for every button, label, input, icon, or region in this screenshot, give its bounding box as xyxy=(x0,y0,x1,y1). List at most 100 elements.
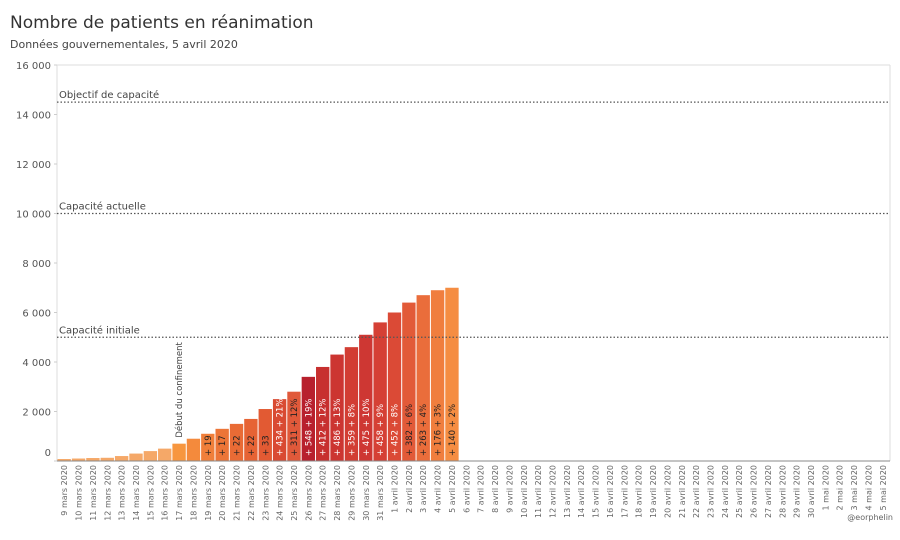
x-tick-label: 15 avril 2020 xyxy=(592,465,601,518)
bar xyxy=(229,423,244,461)
x-tick-label: 6 avril 2020 xyxy=(462,465,471,513)
x-tick-label: 13 mars 2020 xyxy=(118,465,127,521)
bar-label: + 359 + 8% xyxy=(347,404,357,456)
bar-label: + 382 + 6% xyxy=(405,404,415,456)
y-tick-label: 12 000 xyxy=(16,160,51,171)
x-tick-label: 26 avril 2020 xyxy=(750,465,759,518)
x-tick-label: 17 avril 2020 xyxy=(620,465,629,518)
x-tick-label: 10 avril 2020 xyxy=(520,465,529,518)
reference-label: Objectif de capacité xyxy=(59,89,159,101)
bar xyxy=(430,290,445,461)
x-tick-label: 2 avril 2020 xyxy=(405,465,414,513)
y-tick-label: 14 000 xyxy=(16,111,51,122)
bar xyxy=(143,451,158,461)
x-tick-label: 25 mars 2020 xyxy=(290,465,299,521)
bar-label: + 452 + 8% xyxy=(391,404,401,456)
bar-label: + 33 xyxy=(261,435,271,456)
bar xyxy=(129,453,143,461)
y-tick-label: 10 000 xyxy=(16,210,51,221)
x-tick-label: 22 mars 2020 xyxy=(247,465,256,521)
y-tick-label: 0 xyxy=(45,448,51,459)
bar-label: + 176 + 3% xyxy=(434,404,444,456)
bar xyxy=(316,366,330,461)
x-tick-label: 5 avril 2020 xyxy=(448,465,457,513)
reference-label: Capacité initiale xyxy=(59,324,140,336)
x-tick-label: 24 avril 2020 xyxy=(721,465,730,518)
x-tick-label: 1 avril 2020 xyxy=(391,465,400,513)
bar xyxy=(373,322,387,461)
bar xyxy=(344,347,359,461)
x-tick-label: 18 mars 2020 xyxy=(189,465,198,521)
y-tick-label: 4 000 xyxy=(22,358,51,369)
bar xyxy=(387,312,402,461)
x-tick-label: 11 avril 2020 xyxy=(534,465,543,518)
x-tick-label: 20 avril 2020 xyxy=(663,465,672,518)
x-tick-label: 17 mars 2020 xyxy=(175,465,184,521)
chart-title: Nombre de patients en réanimation xyxy=(10,13,314,33)
x-tick-label: 12 mars 2020 xyxy=(103,465,112,521)
bar-label: + 19 xyxy=(204,435,214,456)
bar xyxy=(445,287,459,461)
x-tick-label: 25 avril 2020 xyxy=(735,465,744,518)
x-tick-label: 9 avril 2020 xyxy=(505,465,514,513)
y-tick-label: 2 000 xyxy=(22,408,51,419)
x-tick-label: 1 mai 2020 xyxy=(821,465,830,510)
y-tick-label: 8 000 xyxy=(22,259,51,270)
bar xyxy=(330,354,344,461)
bar-label: + 22 xyxy=(233,435,243,456)
x-tick-label: 8 avril 2020 xyxy=(491,465,500,513)
bar xyxy=(57,459,71,461)
x-tick-label: 10 mars 2020 xyxy=(75,465,84,521)
bar xyxy=(416,295,430,461)
bar xyxy=(258,409,272,461)
x-tick-label: 14 avril 2020 xyxy=(577,465,586,518)
bar xyxy=(158,448,172,461)
x-tick-label: 31 mars 2020 xyxy=(376,465,385,521)
bar-label: + 412 + 12% xyxy=(319,399,329,456)
bar-label: + 22 xyxy=(247,435,257,456)
x-tick-label: 27 avril 2020 xyxy=(764,465,773,518)
bar xyxy=(172,443,186,461)
bar xyxy=(215,428,229,461)
bar xyxy=(359,334,373,461)
x-tick-label: 22 avril 2020 xyxy=(692,465,701,518)
x-tick-label: 29 avril 2020 xyxy=(793,465,802,518)
x-tick-label: 3 avril 2020 xyxy=(419,465,428,513)
y-tick-label: 6 000 xyxy=(22,309,51,320)
x-tick-label: 9 mars 2020 xyxy=(60,465,69,516)
x-tick-label: 30 mars 2020 xyxy=(362,465,371,521)
x-tick-label: 13 avril 2020 xyxy=(563,465,572,518)
x-tick-label: 28 avril 2020 xyxy=(778,465,787,518)
x-tick-label: 26 mars 2020 xyxy=(304,465,313,521)
x-tick-label: 23 mars 2020 xyxy=(261,465,270,521)
bar xyxy=(402,302,416,461)
bar-label: + 140 + 2% xyxy=(448,404,458,456)
x-tick-label: 16 avril 2020 xyxy=(606,465,615,518)
x-tick-label: 21 avril 2020 xyxy=(678,465,687,518)
bar xyxy=(244,418,258,461)
x-tick-label: 5 mai 2020 xyxy=(879,465,888,510)
x-tick-label: 30 avril 2020 xyxy=(807,465,816,518)
x-tick-label: 4 avril 2020 xyxy=(434,465,443,513)
reference-label: Capacité actuelle xyxy=(59,201,146,213)
bar xyxy=(186,438,201,461)
bar-label: + 475 + 10% xyxy=(362,399,372,456)
bar xyxy=(114,456,129,461)
x-tick-label: 14 mars 2020 xyxy=(132,465,141,521)
x-tick-label: 15 mars 2020 xyxy=(146,465,155,521)
x-tick-label: 19 avril 2020 xyxy=(649,465,658,518)
x-tick-label: 3 mai 2020 xyxy=(850,465,859,510)
x-tick-label: 4 mai 2020 xyxy=(864,465,873,510)
x-tick-label: 7 avril 2020 xyxy=(477,465,486,513)
x-tick-label: 19 mars 2020 xyxy=(204,465,213,521)
bar-label: + 311 + 12% xyxy=(290,399,300,456)
bar-label: + 548 + 19% xyxy=(304,399,314,456)
x-tick-label: 11 mars 2020 xyxy=(89,465,98,521)
x-tick-label: 28 mars 2020 xyxy=(333,465,342,521)
x-tick-label: 16 mars 2020 xyxy=(161,465,170,521)
bar-label: + 17 xyxy=(218,435,228,456)
x-tick-label: 20 mars 2020 xyxy=(218,465,227,521)
x-tick-label: 21 mars 2020 xyxy=(233,465,242,521)
bar-label: + 486 + 13% xyxy=(333,399,343,456)
x-tick-label: 27 mars 2020 xyxy=(319,465,328,521)
